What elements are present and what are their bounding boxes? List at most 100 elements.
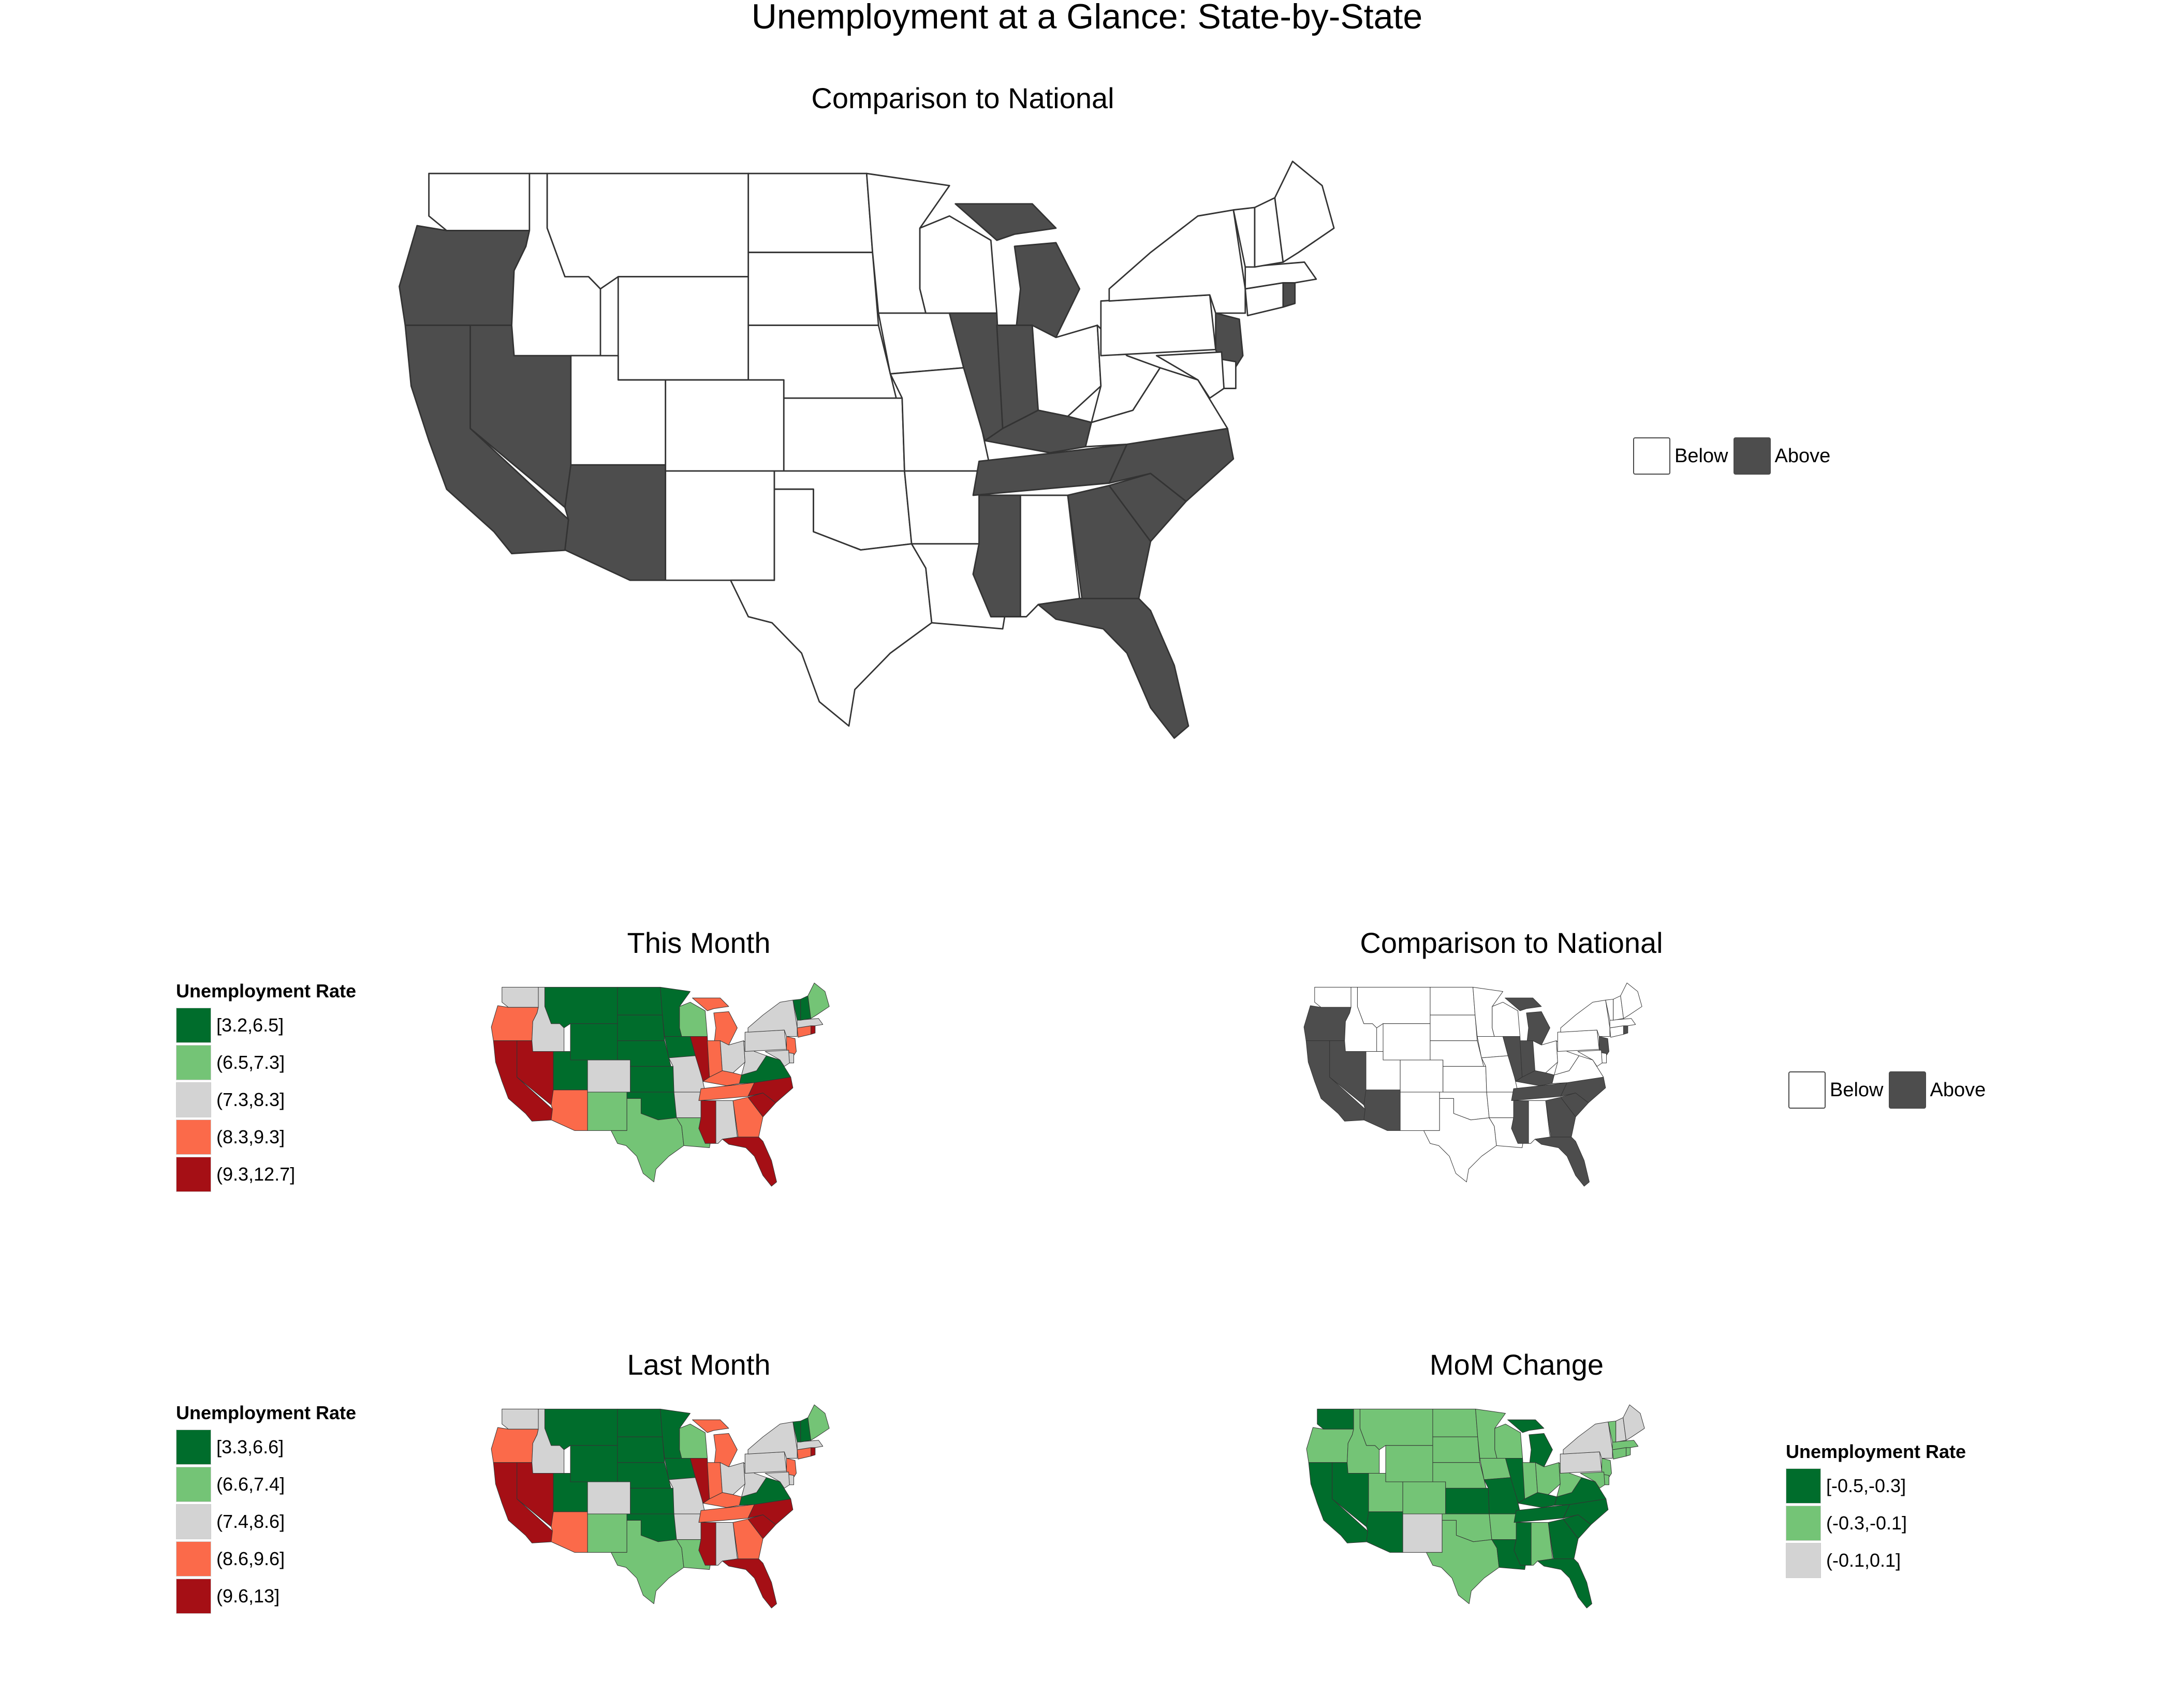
state-nm bbox=[1402, 1513, 1443, 1553]
state-sd bbox=[1432, 1436, 1480, 1463]
state-nd bbox=[617, 1408, 663, 1437]
state-ia bbox=[1479, 1458, 1511, 1480]
legend-swatch-above bbox=[1733, 437, 1771, 475]
comparison-legend-small: Below Above bbox=[1788, 1071, 1991, 1109]
us-map-comparison-large bbox=[399, 160, 1335, 739]
legend-swatch bbox=[176, 1504, 211, 1539]
state-wa bbox=[1314, 986, 1352, 1008]
legend-label: (6.5,7.3] bbox=[216, 1052, 285, 1073]
legend-swatch-above bbox=[1888, 1071, 1926, 1109]
state-ky bbox=[984, 409, 1092, 454]
state-ri bbox=[1623, 1025, 1628, 1035]
state-fl bbox=[1537, 1558, 1592, 1609]
state-ri bbox=[811, 1447, 816, 1456]
state-oh bbox=[1535, 1462, 1561, 1495]
state-nd bbox=[747, 172, 874, 254]
state-ky bbox=[1518, 1492, 1558, 1508]
legend-swatch bbox=[176, 1467, 211, 1502]
state-az bbox=[551, 1089, 588, 1131]
state-ks bbox=[783, 397, 905, 472]
state-or bbox=[1303, 1005, 1352, 1041]
us-map-last-month bbox=[491, 1404, 830, 1609]
legend-label: [3.2,6.5] bbox=[216, 1014, 284, 1036]
state-ar bbox=[673, 1092, 703, 1118]
state-me bbox=[1620, 982, 1642, 1019]
state-nm bbox=[587, 1513, 627, 1553]
legend-swatch bbox=[1786, 1543, 1821, 1578]
state-sd bbox=[617, 1014, 665, 1041]
state-ri bbox=[811, 1025, 816, 1035]
state-md bbox=[1580, 1471, 1605, 1489]
state-me bbox=[807, 982, 830, 1019]
state-ny bbox=[1560, 999, 1610, 1037]
legend-label: (8.6,9.6] bbox=[216, 1548, 285, 1569]
panel-title-last-month: Last Month bbox=[627, 1348, 771, 1381]
comparison-legend-top: Below Above bbox=[1633, 437, 1835, 475]
state-ks bbox=[630, 1066, 674, 1093]
state-ri bbox=[1282, 282, 1296, 308]
state-or bbox=[399, 225, 531, 326]
legend-label: (-0.1,0.1] bbox=[1826, 1550, 1901, 1571]
state-ia bbox=[664, 1458, 696, 1480]
state-ky bbox=[1515, 1070, 1555, 1086]
legend-swatch bbox=[176, 1082, 211, 1117]
state-ma bbox=[797, 1440, 824, 1450]
state-wy bbox=[570, 1023, 618, 1061]
state-nm bbox=[665, 470, 775, 581]
state-co bbox=[665, 379, 785, 472]
state-nd bbox=[1430, 986, 1476, 1015]
state-md bbox=[1155, 351, 1225, 399]
state-ia bbox=[664, 1036, 696, 1058]
state-sd bbox=[747, 252, 879, 326]
state-or bbox=[1306, 1427, 1354, 1463]
state-pa bbox=[1100, 294, 1216, 357]
state-mt bbox=[546, 172, 750, 290]
state-ri bbox=[1626, 1447, 1631, 1456]
state-az bbox=[1366, 1511, 1403, 1553]
main-title: Unemployment at a Glance: State-by-State bbox=[751, 0, 1423, 36]
legend-this-month: Unemployment Rate [3.2,6.5] (6.5,7.3] (7… bbox=[176, 981, 393, 1198]
state-co bbox=[1400, 1059, 1444, 1093]
state-ar bbox=[673, 1513, 703, 1540]
state-md bbox=[765, 1471, 790, 1489]
state-wy bbox=[617, 276, 750, 381]
legend-swatch bbox=[176, 1541, 211, 1577]
state-ma bbox=[1244, 261, 1317, 290]
state-wy bbox=[570, 1445, 618, 1482]
legend-swatch-below bbox=[1788, 1071, 1826, 1109]
state-tx bbox=[611, 1520, 684, 1604]
state-ks bbox=[630, 1488, 674, 1514]
state-fl bbox=[722, 1558, 777, 1609]
state-me bbox=[1623, 1404, 1645, 1441]
us-map-comparison-small bbox=[1303, 982, 1642, 1187]
state-ma bbox=[1612, 1440, 1639, 1450]
legend-title: Unemployment Rate bbox=[176, 1402, 357, 1423]
state-ar bbox=[904, 470, 986, 545]
legend-label-above: Above bbox=[1930, 1079, 1986, 1101]
state-mt bbox=[544, 1408, 618, 1450]
state-ia bbox=[1477, 1036, 1508, 1058]
state-sd bbox=[617, 1436, 665, 1463]
legend-item: [3.2,6.5] bbox=[176, 1007, 284, 1044]
state-oh bbox=[1532, 1040, 1558, 1073]
legend-label: [-0.5,-0.3] bbox=[1826, 1475, 1906, 1496]
state-wy bbox=[1383, 1023, 1431, 1061]
state-me bbox=[807, 1404, 830, 1441]
state-ar bbox=[1486, 1092, 1516, 1118]
state-mt bbox=[1359, 1408, 1433, 1450]
legend-item: [-0.5,-0.3] bbox=[1786, 1467, 1906, 1505]
state-md bbox=[765, 1050, 790, 1067]
legend-label: (8.3,9.3] bbox=[216, 1126, 285, 1147]
state-oh bbox=[719, 1040, 745, 1073]
state-or bbox=[491, 1427, 539, 1463]
state-mt bbox=[1357, 986, 1431, 1028]
state-tx bbox=[1423, 1098, 1497, 1183]
legend-label-below: Below bbox=[1830, 1079, 1884, 1101]
state-wa bbox=[1317, 1408, 1354, 1430]
state-oh bbox=[1031, 325, 1102, 417]
panel-title-comparison-small: Comparison to National bbox=[1360, 926, 1663, 959]
legend-item: (7.4,8.6] bbox=[176, 1503, 285, 1540]
state-ks bbox=[1443, 1066, 1487, 1093]
legend-item: [3.3,6.6] bbox=[176, 1429, 284, 1466]
state-md bbox=[1577, 1050, 1603, 1067]
